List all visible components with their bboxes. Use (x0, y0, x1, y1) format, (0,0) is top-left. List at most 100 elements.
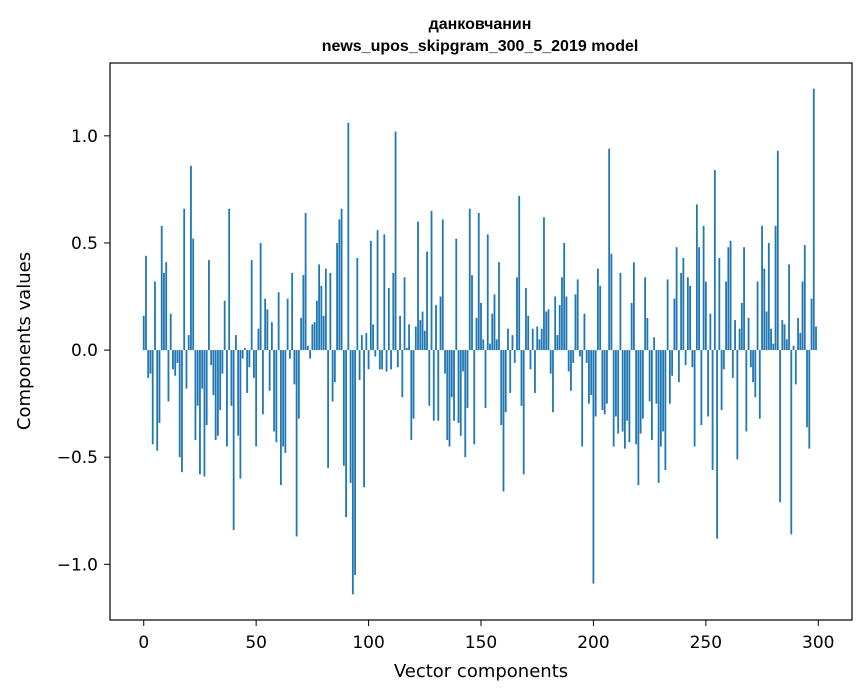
bar-component-237 (675, 247, 678, 351)
bar-component-249 (702, 225, 705, 351)
bar-component-200 (592, 350, 595, 584)
bar-component-30 (210, 350, 213, 366)
x-tick-label: 200 (577, 633, 609, 653)
bar-component-58 (273, 350, 276, 432)
bar-component-144 (466, 350, 469, 408)
y-tick-label: 0.0 (71, 341, 98, 361)
bar-component-186 (561, 277, 563, 351)
bar-component-223 (644, 277, 647, 351)
bar-component-168 (520, 350, 523, 406)
bar-component-112 (394, 131, 397, 351)
bar-component-224 (646, 317, 649, 351)
bar-component-111 (392, 272, 395, 351)
bar-component-49 (253, 350, 255, 378)
bar-component-147 (473, 350, 476, 445)
bar-component-208 (610, 253, 613, 351)
bar-component-250 (704, 281, 707, 351)
y-tick-label: 0.5 (71, 234, 98, 254)
bar-component-133 (441, 219, 444, 351)
bar-component-239 (680, 272, 683, 351)
bar-component-294 (803, 245, 806, 351)
bar-component-234 (668, 350, 671, 404)
bar-component-165 (513, 350, 516, 363)
bar-component-276 (763, 268, 766, 351)
bar-component-188 (565, 296, 568, 351)
bar-component-76 (313, 322, 316, 351)
bar-component-227 (653, 337, 656, 351)
bar-component-221 (639, 350, 642, 434)
bar-component-268 (745, 350, 748, 432)
bar-component-298 (812, 88, 815, 351)
bar-component-289 (792, 345, 795, 351)
bar-component-18 (183, 208, 186, 351)
bar-component-202 (597, 268, 599, 351)
bar-component-243 (689, 285, 692, 351)
bar-component-141 (459, 350, 462, 436)
bar-component-176 (538, 339, 541, 351)
bar-component-164 (511, 335, 514, 351)
bar-component-93 (351, 350, 354, 595)
bar-component-48 (250, 260, 253, 351)
bar-component-96 (358, 350, 361, 381)
bar-component-280 (772, 343, 775, 351)
bar-component-89 (342, 350, 345, 466)
bar-component-121 (414, 326, 417, 351)
bar-component-288 (790, 350, 793, 535)
bar-component-146 (471, 275, 473, 351)
bar-component-114 (399, 315, 401, 351)
bar-component-174 (534, 350, 536, 393)
bar-component-225 (648, 350, 651, 402)
bar-component-140 (457, 350, 460, 423)
bar-component-68 (295, 350, 298, 537)
bar-component-257 (720, 350, 723, 411)
bar-component-255 (716, 350, 718, 539)
bar-component-128 (430, 210, 433, 351)
bar-component-69 (297, 350, 300, 419)
y-tick-label: 1.0 (71, 127, 98, 147)
y-tick-label: −1.0 (57, 555, 98, 575)
bar-component-156 (493, 294, 496, 351)
bar-component-105 (378, 350, 381, 370)
bar-component-108 (385, 350, 388, 372)
bar-component-177 (540, 328, 543, 351)
bar-component-40 (232, 350, 235, 531)
bar-component-110 (390, 350, 392, 370)
bar-component-284 (781, 320, 784, 351)
bar-component-264 (736, 350, 739, 460)
bar-component-106 (381, 350, 383, 370)
bar-component-92 (349, 350, 352, 483)
bar-component-217 (630, 302, 633, 351)
bar-component-231 (662, 350, 665, 432)
bar-component-53 (262, 350, 264, 415)
bar-component-34 (219, 350, 222, 411)
bar-component-44 (241, 350, 244, 359)
plot-frame (109, 62, 853, 621)
bar-component-209 (612, 350, 615, 447)
bar-component-267 (743, 247, 745, 351)
bar-component-55 (266, 309, 269, 351)
x-axis-label: Vector components (394, 661, 568, 682)
bar-component-82 (327, 350, 329, 468)
chart-title-line-2: news_upos_skipgram_300_5_2019 model (322, 38, 639, 55)
bar-component-187 (563, 242, 566, 351)
bar-component-166 (516, 277, 518, 351)
bar-component-7 (158, 350, 161, 423)
bar-component-235 (671, 350, 674, 376)
bar-component-87 (338, 219, 341, 351)
bar-component-26 (201, 350, 204, 389)
bar-component-136 (448, 350, 451, 447)
bar-component-162 (507, 328, 509, 351)
bar-component-193 (576, 279, 579, 351)
bar-component-273 (756, 281, 759, 351)
bar-component-245 (693, 350, 696, 447)
bar-component-228 (655, 350, 658, 404)
bar-component-91 (347, 122, 350, 351)
bar-component-22 (192, 238, 195, 351)
bar-component-278 (767, 242, 770, 351)
bar-component-297 (810, 298, 813, 351)
bar-component-46 (246, 350, 249, 393)
bar-component-191 (572, 350, 575, 363)
bar-component-64 (286, 298, 289, 351)
bar-component-277 (765, 311, 768, 351)
bar-component-135 (446, 350, 449, 441)
